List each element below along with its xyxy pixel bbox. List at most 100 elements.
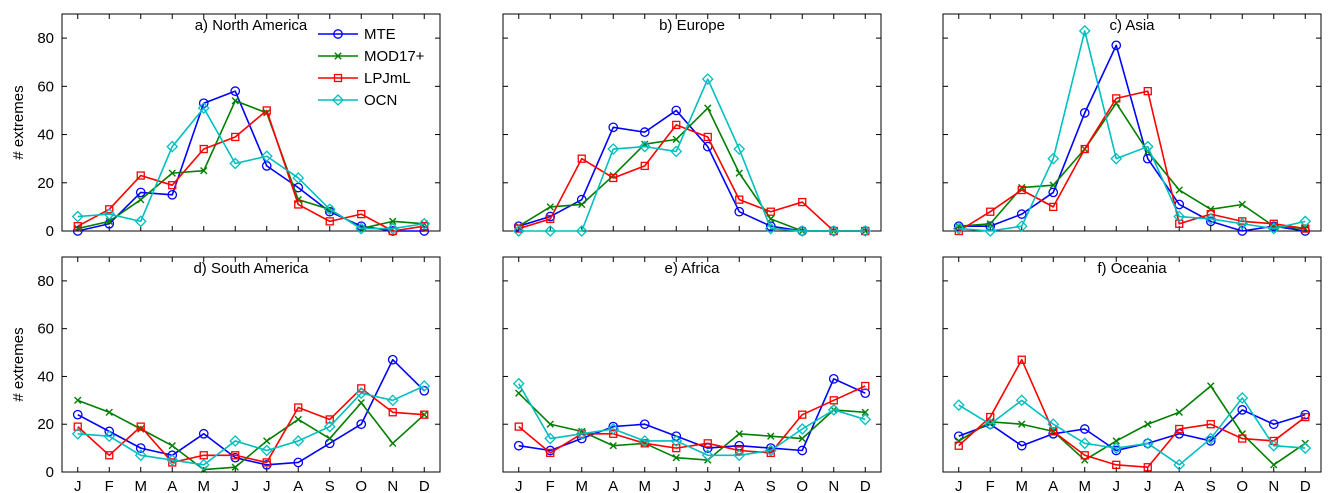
data-point: [137, 425, 145, 433]
x-tick-label: M: [1016, 478, 1029, 493]
data-point: [701, 449, 714, 462]
data-point: [1047, 152, 1060, 165]
x-tick-label: F: [105, 478, 114, 493]
data-point: [73, 222, 82, 231]
series-mte: [72, 354, 430, 470]
panel-title: b) Europe: [659, 17, 725, 34]
x-tick-label: J: [515, 478, 523, 493]
series-lpjml: [954, 355, 1310, 472]
data-point: [168, 181, 177, 190]
data-point: [701, 73, 714, 86]
data-point: [512, 225, 525, 237]
data-point: [1016, 209, 1027, 219]
data-point: [197, 458, 210, 471]
data-point: [1016, 440, 1027, 451]
data-point: [1018, 183, 1026, 192]
x-tick-label: M: [1079, 478, 1092, 493]
data-point: [420, 410, 429, 419]
data-point: [512, 377, 525, 390]
data-point: [230, 452, 241, 463]
data-point: [292, 172, 305, 184]
legend-marker: [333, 73, 343, 83]
data-point: [418, 217, 431, 230]
data-point: [986, 412, 995, 422]
data-point: [1143, 87, 1152, 96]
data-point: [71, 210, 84, 223]
series-line: [958, 409, 1306, 452]
y-tick-label: 40: [37, 368, 54, 385]
data-point: [1204, 213, 1217, 225]
series-ocn: [71, 102, 431, 235]
axes-frame: [61, 256, 441, 473]
data-point: [1142, 153, 1153, 164]
data-point: [1236, 392, 1249, 404]
data-point: [1015, 394, 1028, 407]
data-point: [1175, 219, 1184, 228]
data-point: [263, 437, 271, 445]
data-point: [861, 381, 870, 391]
data-point: [609, 173, 618, 183]
data-point: [733, 143, 746, 155]
data-point: [797, 445, 808, 456]
x-tick-label: S: [325, 478, 335, 493]
data-point: [357, 384, 366, 393]
data-point: [735, 446, 744, 455]
panel-e-africa: J F M A M J J A S O N De) Africa: [502, 256, 882, 493]
data-point: [859, 413, 872, 426]
x-tick-label: N: [1268, 478, 1279, 493]
data-point: [1049, 181, 1057, 189]
data-point: [765, 221, 776, 232]
data-point: [231, 132, 240, 142]
panel-b-europe: b) Europe: [502, 13, 882, 237]
legend-entry-lpjml: LPJmL: [318, 70, 411, 87]
data-point: [357, 399, 365, 407]
panel-a-north-america: 0 20 40 60 80 # extremes a) North America: [10, 13, 441, 240]
data-point: [103, 208, 116, 221]
data-point: [766, 207, 775, 216]
data-point: [134, 215, 147, 228]
x-tick-label: A: [1048, 478, 1058, 493]
data-point: [638, 435, 651, 447]
data-point: [230, 86, 241, 97]
data-point: [105, 408, 113, 416]
data-point: [735, 195, 744, 204]
data-point: [135, 187, 146, 198]
data-point: [1144, 420, 1152, 428]
series-line: [77, 385, 425, 466]
x-tick-label: J: [263, 478, 271, 493]
data-point: [1080, 451, 1089, 460]
x-tick-label: J: [232, 478, 240, 493]
data-point: [387, 354, 398, 365]
data-point: [952, 222, 965, 235]
data-point: [1267, 439, 1280, 452]
data-point: [639, 419, 650, 430]
data-point: [859, 225, 872, 237]
series-ocn: [952, 24, 1312, 237]
data-point: [607, 143, 620, 155]
data-point: [167, 189, 178, 200]
data-point: [575, 427, 588, 440]
data-point: [229, 157, 242, 170]
y-tick-label: 80: [37, 30, 54, 47]
data-point: [578, 200, 586, 209]
data-point: [1015, 220, 1028, 233]
data-point: [103, 430, 116, 443]
data-point: [639, 127, 650, 137]
data-point: [1047, 418, 1060, 431]
series-mte: [953, 40, 1311, 236]
data-point: [672, 453, 680, 462]
data-point: [1111, 445, 1122, 456]
data-point: [735, 169, 743, 177]
panel-c-asia: c) Asia: [942, 13, 1322, 237]
data-point: [1143, 463, 1152, 472]
data-point: [577, 154, 586, 163]
x-tick-label: D: [419, 478, 430, 493]
data-point: [1049, 202, 1058, 212]
y-tick-label: 0: [46, 223, 54, 240]
data-point: [1238, 434, 1247, 443]
data-point: [1112, 460, 1121, 469]
panel-d-south-america: 0 20 40 60 80 J F M A M J J A S O N D # extremes d) South …: [10, 256, 441, 493]
data-point: [231, 97, 239, 105]
data-point: [73, 422, 82, 431]
x-tick-label: J: [1144, 478, 1152, 493]
